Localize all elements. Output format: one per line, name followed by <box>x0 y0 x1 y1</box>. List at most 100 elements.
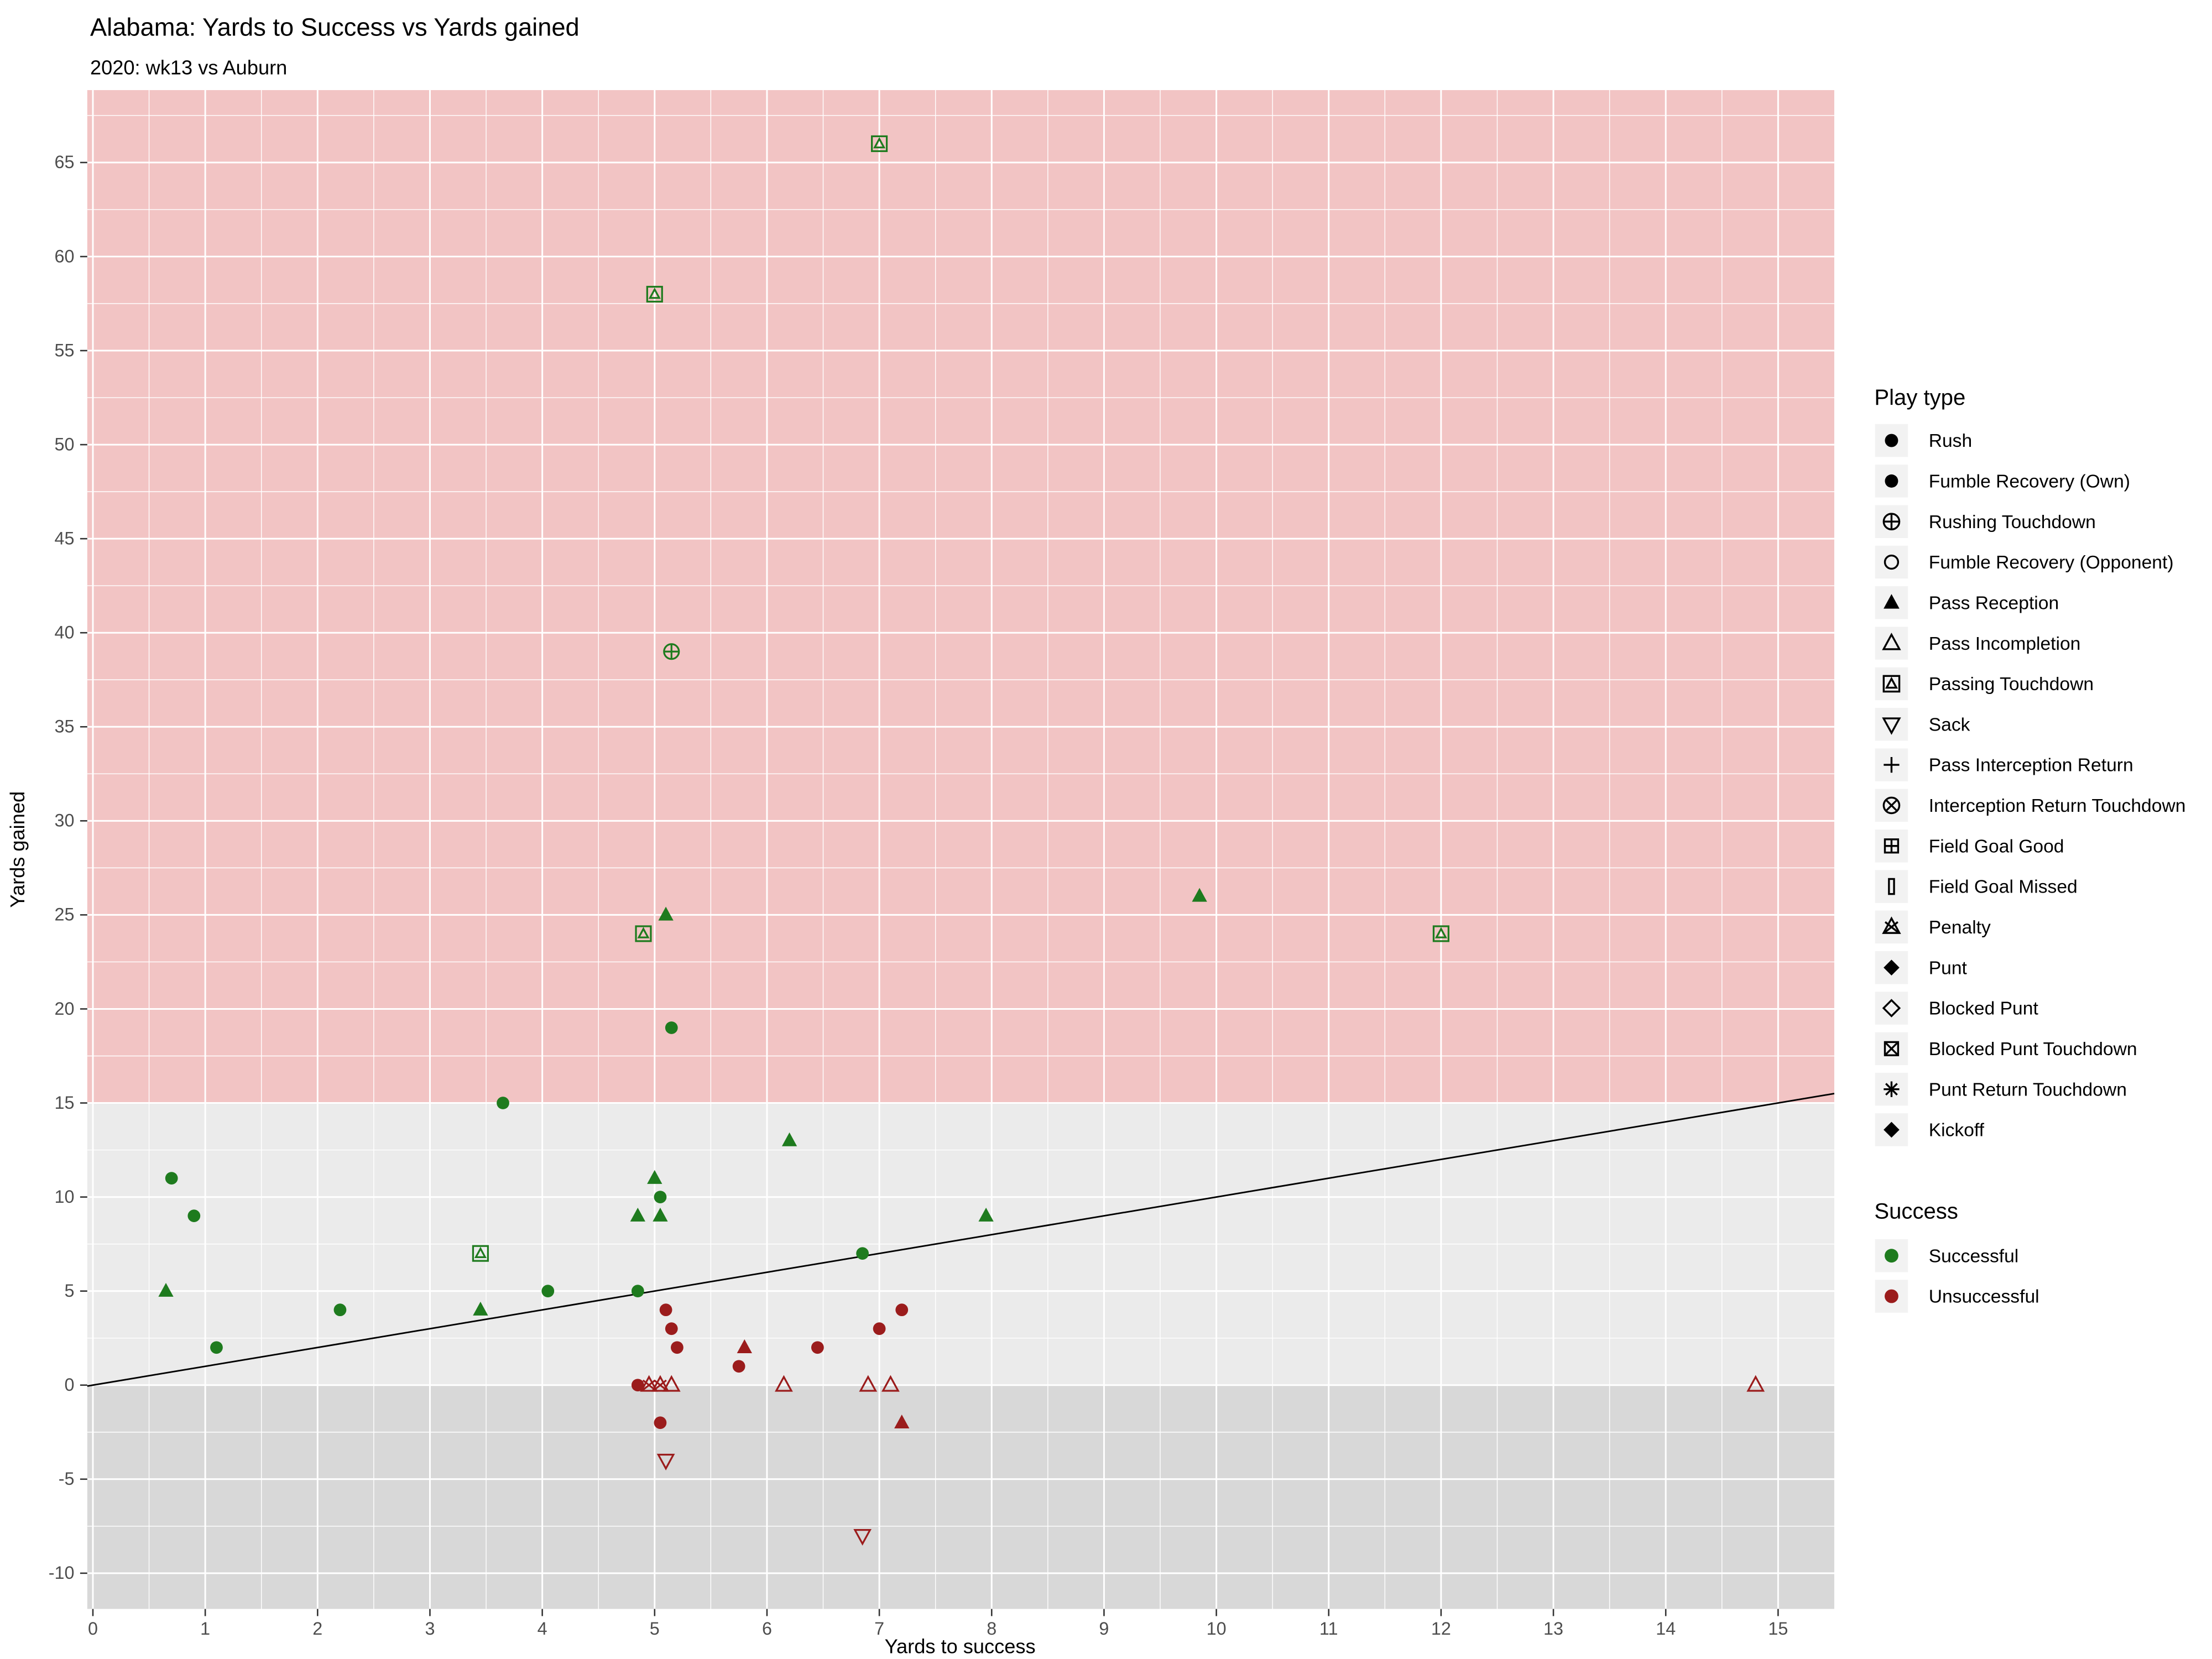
legend-item-label: Pass Reception <box>1929 593 2059 613</box>
data-point <box>775 1375 793 1392</box>
legend-item-label: Punt <box>1929 958 1968 978</box>
y-tick-label: 35 <box>55 717 75 737</box>
legend-item-label: Blocked Punt Touchdown <box>1929 1039 2137 1060</box>
x-tick-label: 0 <box>88 1619 98 1639</box>
data-point <box>737 1339 752 1353</box>
legend-item-label: Unsuccessful <box>1929 1287 2039 1307</box>
data-point <box>646 285 663 303</box>
legend-item-label: Kickoff <box>1929 1120 1985 1141</box>
legend-item-label: Pass Interception Return <box>1929 755 2133 776</box>
y-tick-label: 0 <box>65 1375 75 1395</box>
y-tick-label: 30 <box>55 811 75 831</box>
data-point <box>658 906 674 921</box>
x-tick-label: 7 <box>874 1619 884 1639</box>
data-point <box>665 1021 678 1034</box>
x-tick-label: 6 <box>762 1619 772 1639</box>
success-swatch <box>1885 1249 1898 1263</box>
data-point <box>473 1301 488 1316</box>
data-point <box>635 925 652 942</box>
legend-item-punt: Punt <box>1875 951 1968 984</box>
data-point <box>662 1375 681 1392</box>
data-point <box>158 1282 174 1297</box>
data-point <box>210 1341 223 1354</box>
chart-title: Alabama: Yards to Success vs Yards gaine… <box>90 13 580 41</box>
x-tick-label: 2 <box>312 1619 322 1639</box>
data-point <box>631 1379 644 1392</box>
data-point <box>1746 1375 1765 1392</box>
data-point <box>1192 888 1207 902</box>
y-tick-label: -5 <box>59 1469 75 1489</box>
legend-item-label: Fumble Recovery (Own) <box>1929 472 2130 492</box>
x-tick-label: 3 <box>425 1619 435 1639</box>
legend-item-label: Punt Return Touchdown <box>1929 1079 2127 1100</box>
marker-diamond-filled <box>1884 959 1900 976</box>
marker-circle-plus <box>1882 513 1901 531</box>
legend-item-pass-reception: Pass Reception <box>1875 586 2059 619</box>
legend-item-sack: Sack <box>1875 708 1970 741</box>
marker-diamond-open <box>1882 999 1901 1018</box>
y-tick-label: 10 <box>55 1187 75 1207</box>
data-point <box>856 1247 869 1260</box>
data-point <box>871 135 888 152</box>
data-point <box>653 1207 668 1222</box>
x-tick-label: 8 <box>987 1619 997 1639</box>
legend-key-bg <box>1875 708 1908 741</box>
legend-item-rush: Rush <box>1875 424 1972 457</box>
data-point <box>654 1191 667 1203</box>
axes: 0 1 2 3 4 5 6 7 8 9 10 11 12 13 14 15-10-50510152025303… <box>49 152 1788 1639</box>
data-point <box>541 1285 555 1298</box>
y-tick-label: 45 <box>55 528 75 548</box>
y-tick-label: 60 <box>55 246 75 266</box>
marker-triangle-down-open <box>1882 717 1901 735</box>
x-tick-label: 11 <box>1319 1619 1338 1639</box>
marker-circle-filled <box>1885 434 1898 447</box>
data-point <box>659 1303 672 1317</box>
data-point <box>732 1360 745 1373</box>
y-tick-label: 15 <box>55 1093 75 1113</box>
data-point <box>497 1097 509 1109</box>
legend-item-punt-return-touchdown: Punt Return Touchdown <box>1875 1072 2127 1106</box>
x-tick-label: 13 <box>1543 1619 1563 1639</box>
panel-region-below-zero <box>87 1385 1834 1609</box>
legend-item-rushing-touchdown: Rushing Touchdown <box>1875 505 2096 538</box>
marker-circle-open <box>1884 554 1900 570</box>
legend-item-label: Pass Incompletion <box>1929 634 2081 654</box>
marker-circle-x <box>1882 796 1901 815</box>
legend-item-fumble-recovery-own-: Fumble Recovery (Own) <box>1875 465 2130 498</box>
data-point <box>187 1209 201 1222</box>
legend-key-bg <box>1875 870 1908 903</box>
y-tick-label: 55 <box>55 340 75 360</box>
x-tick-label: 15 <box>1768 1619 1788 1639</box>
legend-success: Successful Unsuccessful <box>1875 1239 2039 1313</box>
data-point <box>811 1341 824 1354</box>
x-tick-label: 14 <box>1656 1619 1676 1639</box>
legend-key-bg <box>1875 992 1908 1025</box>
legend-item-label: Passing Touchdown <box>1929 674 2094 695</box>
legend-item-interception-return-touchdown: Interception Return Touchdown <box>1875 789 2185 822</box>
x-tick-label: 9 <box>1099 1619 1109 1639</box>
data-point <box>859 1375 878 1392</box>
data-point <box>631 1285 644 1298</box>
threshold-line <box>87 1093 1835 1387</box>
legend-item-blocked-punt-touchdown: Blocked Punt Touchdown <box>1875 1032 2137 1066</box>
data-point <box>671 1341 684 1354</box>
legend-key-bg <box>1875 545 1908 579</box>
data-point <box>663 643 680 660</box>
data-point <box>853 1528 872 1546</box>
data-point <box>894 1414 910 1428</box>
legend-item-blocked-punt: Blocked Punt <box>1875 992 2038 1025</box>
marker-diamond-filled <box>1884 1121 1900 1138</box>
marker-square-triangle <box>1882 675 1901 693</box>
legend-item-label: Field Goal Good <box>1929 836 2064 857</box>
legend-item-penalty: Penalty <box>1875 910 1991 944</box>
y-tick-label: 25 <box>55 905 75 925</box>
legend-item-successful: Successful <box>1875 1239 2018 1272</box>
x-tick-label: 10 <box>1207 1619 1227 1639</box>
data-point <box>472 1245 489 1262</box>
data-point <box>654 1416 667 1430</box>
legend-item-fumble-recovery-opponent-: Fumble Recovery (Opponent) <box>1875 545 2174 579</box>
data-point <box>895 1303 909 1317</box>
marker-triangle-open <box>1882 633 1901 650</box>
